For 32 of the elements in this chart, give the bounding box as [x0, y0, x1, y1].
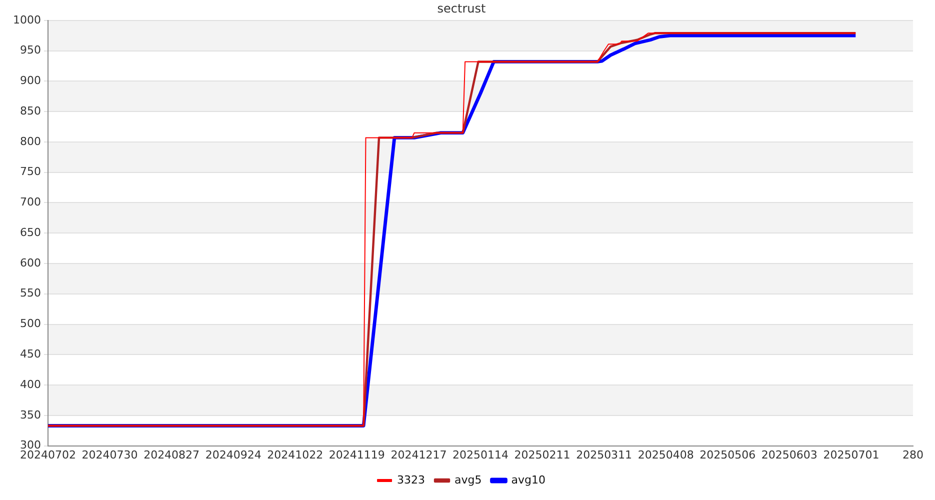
- legend-label: avg5: [454, 473, 482, 486]
- y-tick-label: 700: [20, 196, 41, 209]
- y-tick-label: 800: [20, 134, 41, 148]
- y-tick-label: 650: [20, 226, 41, 239]
- x-tick-label: 20241119: [328, 448, 385, 462]
- x-tick-label: 20241217: [390, 448, 447, 462]
- y-tick-label: 550: [20, 286, 41, 300]
- x-tick-label: 20250114: [452, 448, 508, 462]
- y-tick-label: 750: [20, 165, 41, 178]
- y-tick-label: 350: [20, 408, 41, 422]
- y-tick-label: 400: [20, 378, 41, 391]
- x-tick-label: 20240827: [144, 448, 200, 462]
- y-tick-label: 900: [20, 74, 41, 88]
- chart-title: sectrust: [437, 1, 486, 16]
- legend-label: avg10: [511, 473, 546, 486]
- x-tick-label: 20240730: [82, 448, 138, 462]
- y-tick-label: 1000: [12, 13, 41, 26]
- y-tick-label: 950: [20, 44, 41, 57]
- x-tick-label: 20240924: [205, 448, 262, 462]
- x-tick-label: 20250701: [823, 448, 880, 462]
- y-tick-label: 500: [20, 317, 41, 330]
- x-tick-label: 280: [902, 448, 924, 462]
- y-tick-label: 450: [20, 348, 41, 360]
- legend-label: 3323: [397, 473, 426, 486]
- x-tick-label: 20250603: [761, 448, 818, 462]
- x-tick-label: 20250408: [638, 448, 694, 462]
- x-tick-label: 20241022: [267, 448, 324, 462]
- y-tick-label: 600: [20, 256, 41, 270]
- x-tick-label: 20250211: [514, 448, 570, 462]
- x-tick-label: 20250506: [700, 448, 756, 462]
- x-tick-label: 20250311: [576, 448, 632, 462]
- y-tick-label: 850: [20, 104, 41, 118]
